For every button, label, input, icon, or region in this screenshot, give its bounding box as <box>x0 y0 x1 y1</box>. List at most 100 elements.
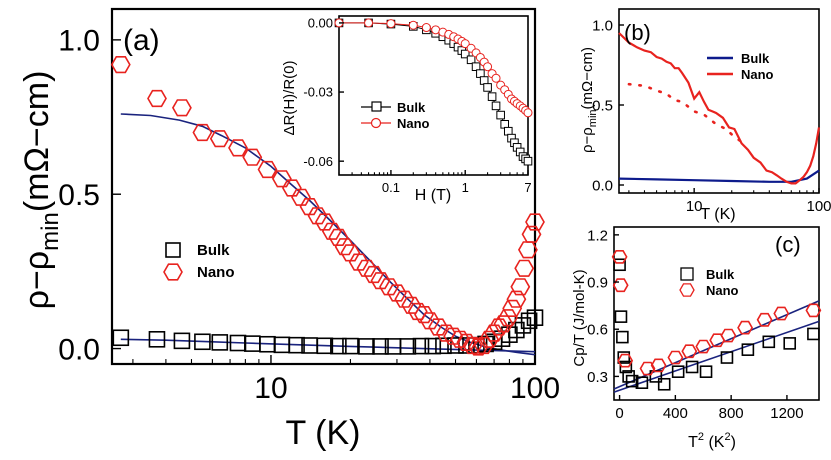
data-point-nano <box>422 24 430 32</box>
data-point-nano <box>409 21 417 29</box>
data-point-nano <box>682 345 696 357</box>
y-tick-label: 1.0 <box>592 17 613 34</box>
x-tick-label: 800 <box>719 405 744 422</box>
panel-c-label: (c) <box>775 232 801 257</box>
data-point-nano <box>503 301 521 317</box>
y-tick-label: 0.0 <box>592 177 613 194</box>
panel-c-x-axis-label-main: T <box>688 434 698 451</box>
inset-legend-nano: Nano <box>397 116 430 131</box>
inset-legend-marker-nano <box>372 119 381 128</box>
y-tick-label: 0.9 <box>587 274 608 291</box>
panel-b-legend: Bulk Nano <box>707 51 774 82</box>
y-tick-label: 0.6 <box>587 322 608 339</box>
data-point-bulk <box>497 111 505 119</box>
x-tick-label: 1200 <box>770 405 803 422</box>
data-point-nano <box>309 208 327 224</box>
panel-c-y-axis-label: Cp/T (J/mol-K) <box>571 269 588 366</box>
data-point-nano <box>524 109 532 117</box>
legend-marker-bulk <box>166 243 180 257</box>
panel-c-x-axis-label: T2 (K2) <box>688 431 736 451</box>
series-line-nano <box>619 33 819 183</box>
panel-c: 0 400 800 12000.30.60.91.2 (c) T2 (K2) Cp/T… <box>571 227 820 451</box>
x-tick-label: 10 <box>254 372 287 405</box>
data-point-bulk <box>492 102 500 110</box>
data-point-nano <box>614 279 628 291</box>
figure: 10 1000.00.51.0 (a) T (K) ρ−ρmin(mΩ−cm) B… <box>0 0 831 460</box>
data-point-bulk <box>617 332 628 343</box>
panel-a-y-axis-label-sub: min <box>37 212 64 251</box>
data-point-nano <box>515 261 533 277</box>
panel-a-x-axis-label: T (K) <box>286 414 361 452</box>
y-tick-label: 1.2 <box>587 227 608 244</box>
inset-legend-marker-bulk <box>372 102 381 111</box>
y-tick-label: 0.0 <box>58 333 100 366</box>
series-line-nano-dotted <box>629 84 742 142</box>
data-point-nano <box>365 267 383 283</box>
panel-a-label: (a) <box>123 24 160 57</box>
data-point-bulk <box>784 338 795 349</box>
data-point-bulk <box>701 366 712 377</box>
data-point-bulk <box>425 339 440 354</box>
panel-a-legend-bulk: Bulk <box>197 242 230 259</box>
inset-y-axis-label: ΔR(H)/R(0) <box>281 60 298 135</box>
panel-b-legend-bulk: Bulk <box>741 51 770 66</box>
y-tick-label: -0.03 <box>303 85 333 100</box>
panel-c-legend: Bulk Nano <box>680 267 739 298</box>
panel-a-y-axis-label-main: ρ−ρ <box>18 251 56 310</box>
panel-b-y-axis-label-main: ρ−ρ <box>579 127 596 153</box>
data-point-nano <box>365 19 373 27</box>
panel-a-y-axis-label: ρ−ρmin(mΩ−cm) <box>18 71 64 310</box>
panel-c-legend-bulk: Bulk <box>706 267 735 282</box>
panel-b-x-axis-label: T (K) <box>700 206 735 223</box>
panel-a-legend-nano: Nano <box>197 264 235 281</box>
data-point-bulk <box>113 330 128 345</box>
data-point-nano <box>395 291 413 307</box>
data-point-nano <box>507 291 525 307</box>
panel-c-x-axis-label-unit-pre: (K <box>704 434 725 451</box>
y-tick-label: 1.0 <box>58 25 100 58</box>
y-tick-label: 0.5 <box>58 179 100 212</box>
panel-c-x-axis-label-unit-post: ) <box>731 434 736 451</box>
panel-c-legend-marker-bulk <box>681 268 693 280</box>
panel-a-legend: Bulk Nano <box>164 242 235 281</box>
legend-marker-nano <box>164 264 182 280</box>
x-tick-label: 100 <box>806 198 831 215</box>
data-point-nano <box>283 180 301 196</box>
panel-b-legend-nano: Nano <box>741 67 774 82</box>
data-point-nano <box>523 227 541 243</box>
y-tick-label: 0.00 <box>308 16 333 31</box>
panel-c-legend-nano: Nano <box>706 283 739 298</box>
data-point-bulk <box>808 328 819 339</box>
panel-b: 10 100 0.0 0.5 1.0 (b) T (K) ρ−ρmin(mΩ−cm) B… <box>579 9 831 223</box>
x-tick-label: 7 <box>524 180 531 195</box>
inset-x-axis-label: H (T) <box>415 187 451 204</box>
data-point-nano <box>511 279 529 295</box>
panel-b-label: (b) <box>624 20 651 45</box>
series-line-bulk <box>619 171 819 182</box>
x-tick-label: 0 <box>615 405 623 422</box>
inset-background <box>339 16 528 175</box>
data-point-nano <box>618 355 632 367</box>
y-tick-label: -0.06 <box>303 154 333 169</box>
inset-legend-bulk: Bulk <box>397 100 426 115</box>
data-point-nano <box>292 190 310 206</box>
x-tick-label: 1 <box>462 180 469 195</box>
fit-line <box>614 321 819 392</box>
data-point-bulk <box>524 157 532 165</box>
data-point-nano <box>148 91 166 107</box>
panel-c-legend-marker-nano <box>680 284 694 296</box>
data-point-nano <box>387 20 395 28</box>
data-point-nano <box>273 171 291 187</box>
panel-b-y-axis-label-sub: min <box>587 109 599 127</box>
data-point-bulk <box>488 93 496 101</box>
y-tick-label: 0.3 <box>587 369 608 386</box>
data-point-bulk <box>659 379 670 390</box>
panel-a-inset: 0.1 1 70.00-0.03-0.06 H (T) ΔR(H)/R(0) Bul… <box>281 16 532 204</box>
data-point-nano <box>173 100 191 116</box>
panel-a-y-axis-label-unit: (mΩ−cm) <box>18 71 56 213</box>
data-point-nano <box>112 57 130 73</box>
x-tick-label: 100 <box>510 372 560 405</box>
data-point-bulk <box>484 84 492 92</box>
data-point-bulk <box>615 311 626 322</box>
panel-b-y-axis-label-unit: (mΩ−cm) <box>579 47 596 109</box>
